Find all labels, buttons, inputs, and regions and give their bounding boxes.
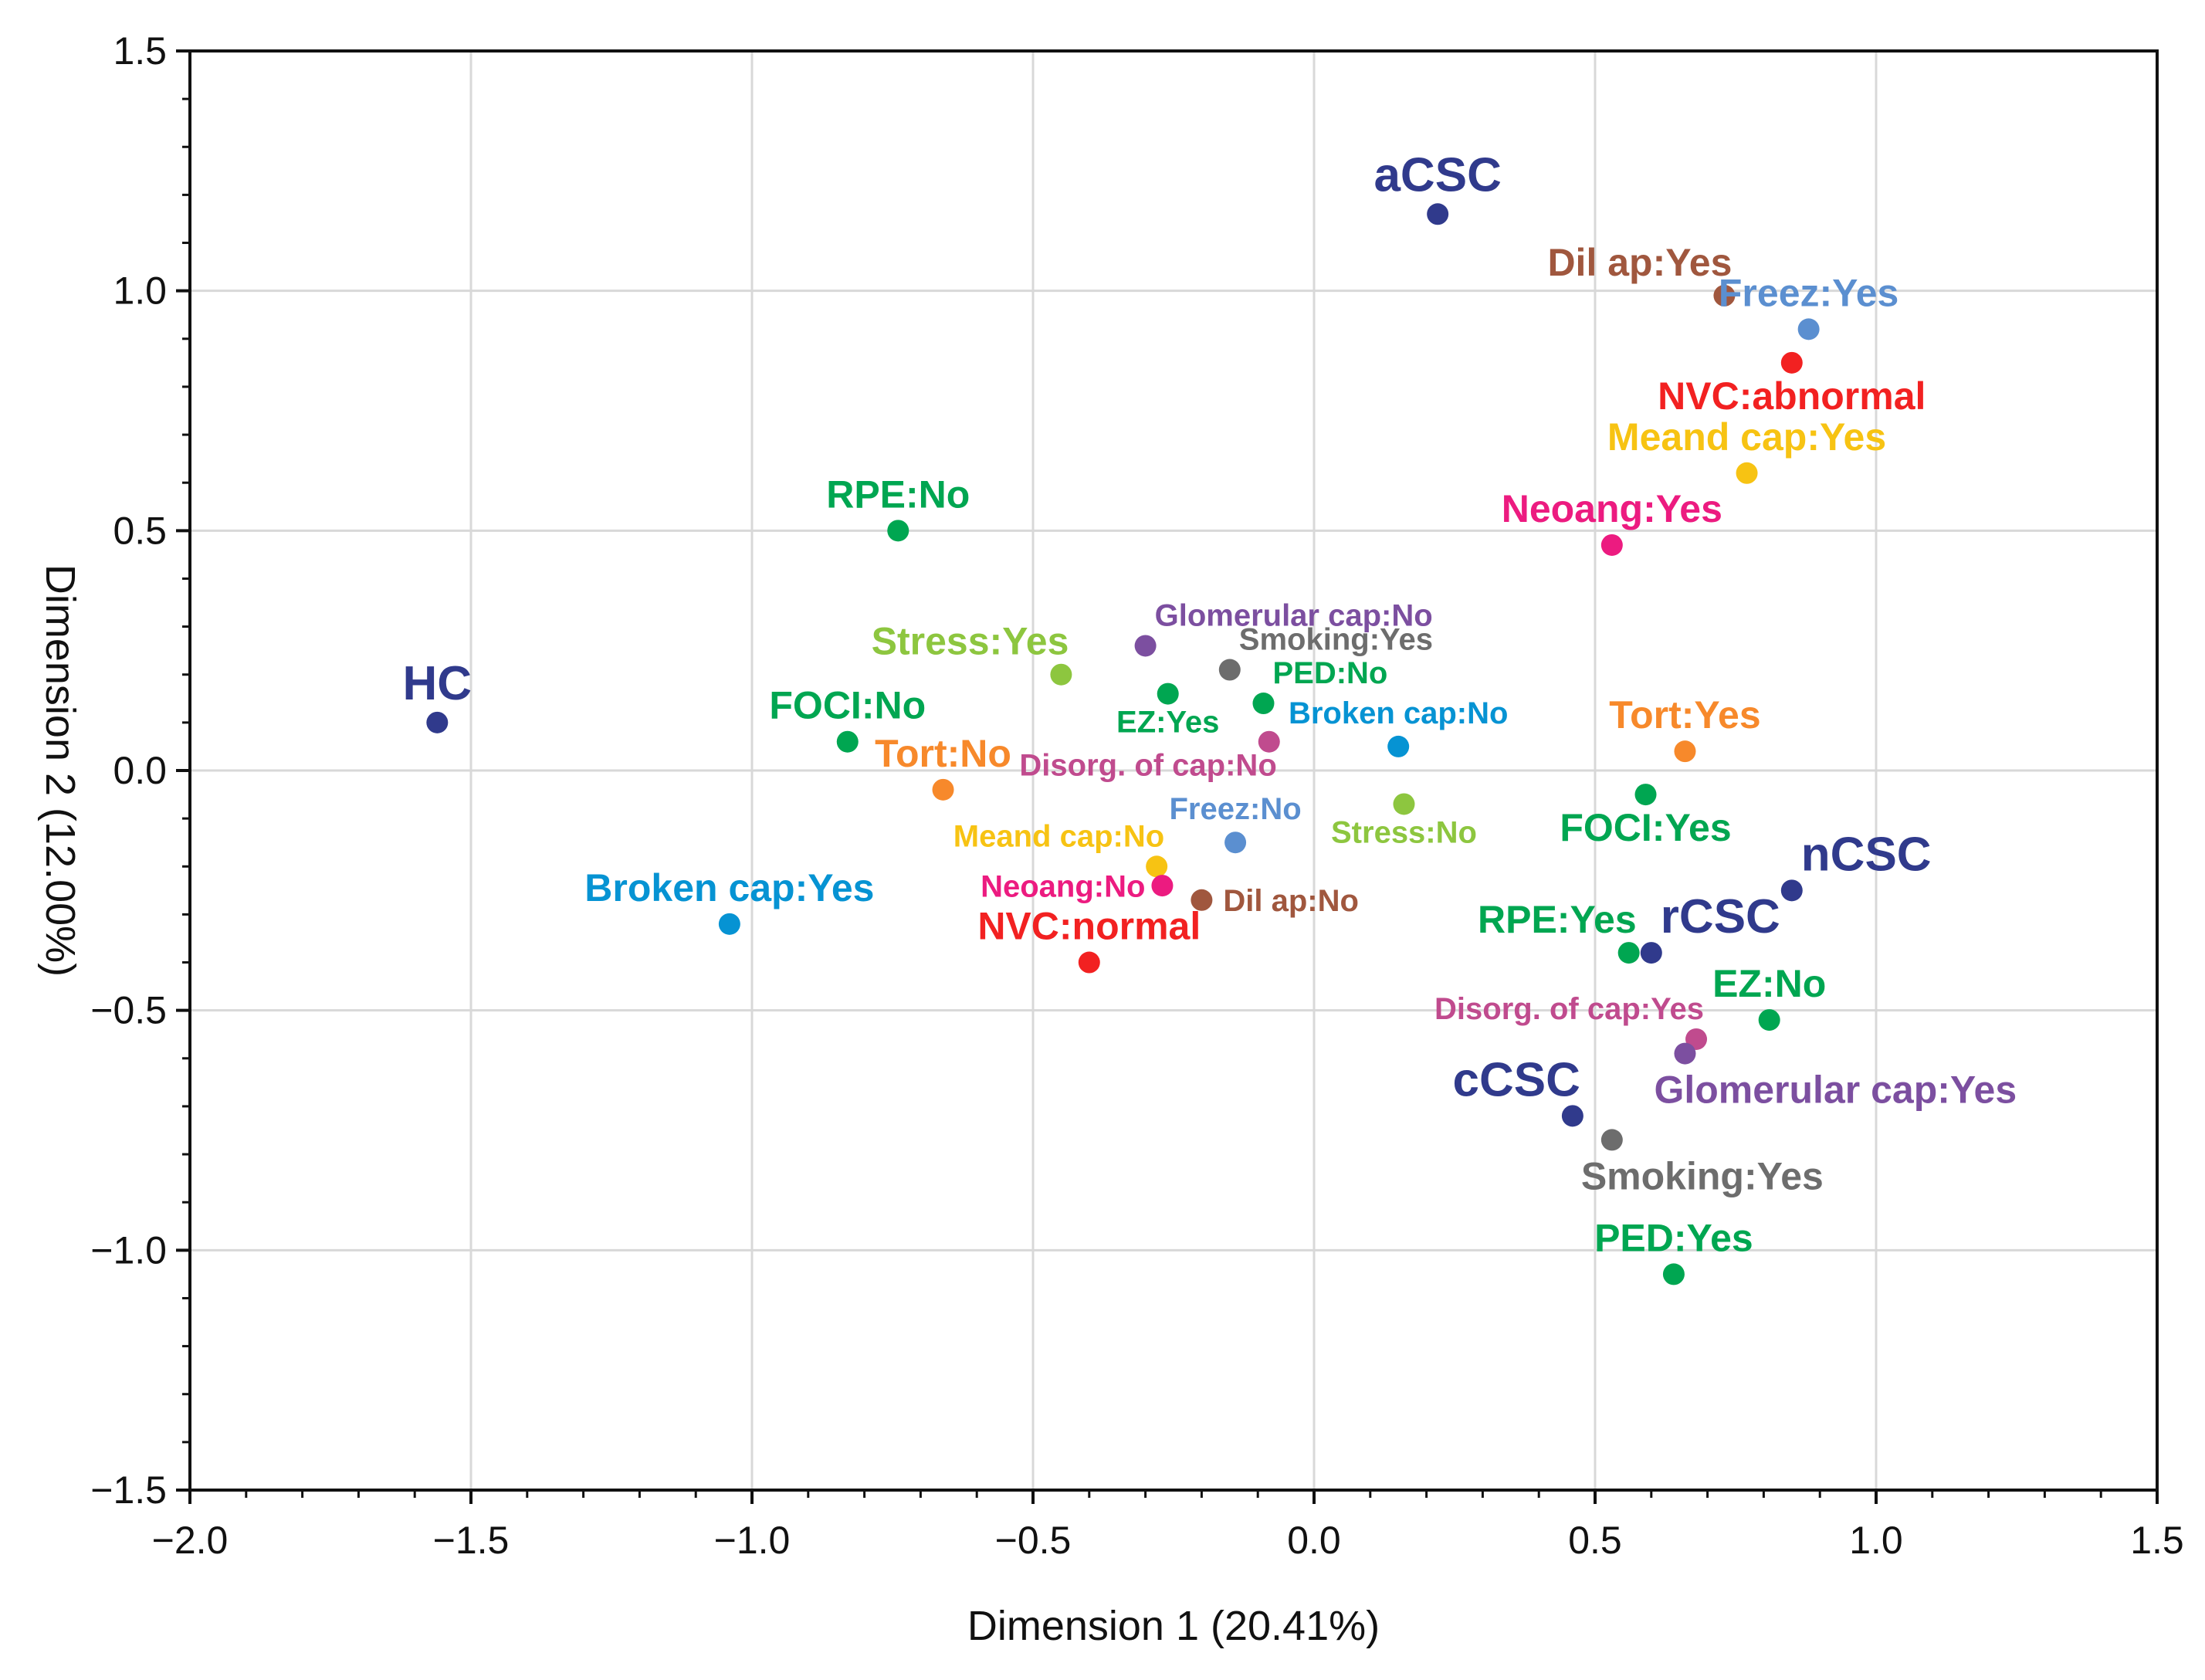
data-point [1252,693,1275,715]
x-tick-label: 0.5 [1568,1519,1622,1562]
data-point [1157,682,1179,705]
x-tick-label: −1.0 [714,1519,791,1562]
x-tick-label: −0.5 [995,1519,1072,1562]
y-tick-label: 0.5 [113,509,167,552]
data-label: Dil ap:Yes [1547,241,1732,284]
data-label: Meand cap:Yes [1607,415,1886,459]
grid-lines [188,49,2159,1492]
data-point [1674,740,1696,763]
data-point [1561,1105,1583,1127]
data-label: Neoang:No [981,870,1145,904]
data-point [1780,879,1803,902]
data-point [836,730,859,753]
data-label: Smoking:Yes [1239,623,1433,657]
data-point [1600,1129,1623,1151]
y-axis-title: Dimension 2 (12.00%) [37,564,83,977]
data-label: PED:No [1272,656,1387,690]
data-point [932,778,954,801]
data-point [1387,735,1410,757]
data-label: Neoang:Yes [1502,487,1722,530]
data-label: Disorg. of cap:No [1019,749,1276,783]
data-label: Broken cap:No [1289,696,1509,730]
data-point [426,711,449,733]
data-point [1713,284,1736,307]
data-point [1134,635,1157,657]
data-label: Smoking:Yes [1581,1154,1824,1197]
data-point [1050,663,1072,686]
data-label: aCSC [1373,148,1501,202]
data-label: Disorg. of cap:Yes [1434,992,1704,1026]
x-tick-label: −2.0 [152,1519,229,1562]
data-point [718,913,740,935]
data-label: Stress:No [1331,815,1477,849]
data-point [1797,318,1820,340]
data-point [1736,462,1758,484]
y-tick-labels: 1.5 1.0 0.5 0.0 −0.5 −1.0 −1.5 [90,29,167,1512]
data-point [1674,1042,1696,1065]
data-points [426,203,1820,1285]
data-label: RPE:Yes [1478,898,1637,941]
data-point [1191,889,1213,911]
data-label: cCSC [1452,1053,1580,1106]
data-point [1780,351,1803,374]
data-point [1078,951,1100,974]
x-tick-labels: −2.0 −1.5 −1.0 −0.5 0.0 0.5 1.0 1.5 [152,1519,2184,1562]
data-point [1146,855,1168,878]
data-point [1758,1009,1780,1031]
data-point [1258,730,1280,753]
data-label: nCSC [1801,828,1932,881]
data-label: Broken cap:Yes [584,866,874,909]
data-label: Stress:Yes [872,620,1069,663]
data-label: PED:Yes [1594,1216,1753,1259]
data-label: HC [403,657,472,710]
y-tick-label: −1.5 [90,1468,167,1512]
data-point [1427,203,1449,225]
data-label: Glomerular cap:No [1155,598,1433,632]
data-label: Glomerular cap:Yes [1654,1069,2017,1112]
data-label: Tort:No [875,732,1011,775]
data-label: Dil ap:No [1223,884,1359,918]
data-label: FOCI:Yes [1560,806,1731,849]
y-tick-label: −1.0 [90,1228,167,1272]
x-tick-label: −1.5 [433,1519,510,1562]
data-point [1640,942,1662,964]
data-point [1600,533,1623,556]
y-tick-label: 0.0 [113,749,167,792]
data-point [1218,659,1241,681]
data-point [887,520,909,542]
y-tick-label: 1.0 [113,269,167,313]
data-point [1634,784,1657,806]
data-label: EZ:No [1712,962,1826,1005]
data-label: NVC:abnormal [1658,374,1926,418]
data-point [1393,793,1415,815]
data-label: Meand cap:No [953,819,1164,853]
data-label: Freez:Yes [1719,271,1898,314]
data-point [1617,942,1640,964]
data-point [1662,1263,1685,1285]
y-tick-label: −0.5 [90,989,167,1032]
data-label: EZ:Yes [1116,706,1219,740]
data-label: FOCI:No [769,684,926,727]
axis-ticks [176,49,2159,1504]
data-label: rCSC [1661,890,1780,943]
x-axis-title: Dimension 1 (20.41%) [967,1603,1380,1649]
data-point [1151,875,1174,897]
data-point [1224,832,1247,854]
x-tick-label: 1.5 [2130,1519,2184,1562]
y-tick-label: 1.5 [113,29,167,73]
x-tick-label: 1.0 [1849,1519,1903,1562]
data-label: Tort:Yes [1609,693,1760,737]
data-label: RPE:No [826,472,970,516]
x-tick-label: 0.0 [1287,1519,1341,1562]
data-label: NVC:normal [977,905,1201,948]
data-label: Freez:No [1170,792,1302,826]
